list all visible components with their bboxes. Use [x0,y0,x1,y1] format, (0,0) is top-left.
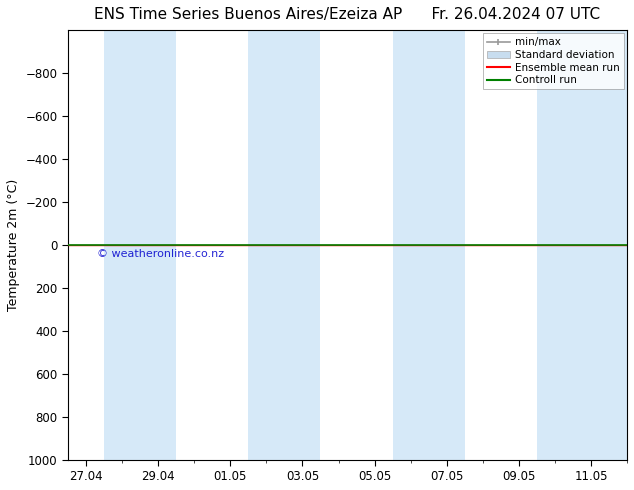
Y-axis label: Temperature 2m (°C): Temperature 2m (°C) [7,179,20,311]
Bar [249,30,321,460]
Bar [392,30,465,460]
Text: © weatheronline.co.nz: © weatheronline.co.nz [97,249,224,259]
Legend: min/max, Standard deviation, Ensemble mean run, Controll run: min/max, Standard deviation, Ensemble me… [482,33,624,89]
Bar [591,30,627,460]
Bar [537,30,609,460]
Title: ENS Time Series Buenos Aires/Ezeiza AP      Fr. 26.04.2024 07 UTC: ENS Time Series Buenos Aires/Ezeiza AP F… [94,7,600,22]
Bar [104,30,176,460]
